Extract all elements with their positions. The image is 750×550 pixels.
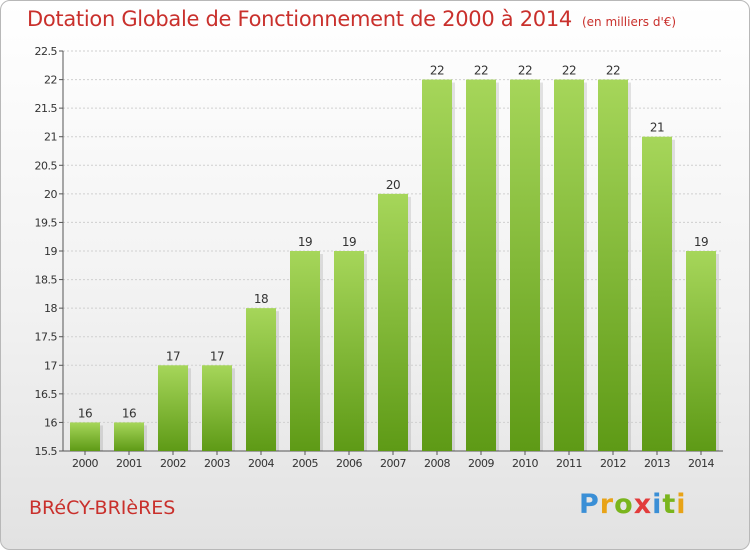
y-tick-label: 19 bbox=[44, 245, 57, 258]
data-label-2000: 16 bbox=[78, 406, 92, 420]
data-label-2008: 22 bbox=[430, 64, 444, 78]
bars bbox=[70, 79, 719, 452]
logo-letter: i bbox=[676, 489, 687, 520]
bar-2007 bbox=[378, 193, 408, 451]
x-tick-label-2012: 2012 bbox=[600, 457, 626, 470]
bar-2000 bbox=[70, 422, 100, 451]
proxiti-logo[interactable]: Proxiti bbox=[579, 489, 687, 520]
data-label-2013: 21 bbox=[650, 121, 664, 135]
y-tick-label: 21.5 bbox=[35, 102, 58, 115]
bar-2001 bbox=[114, 422, 144, 451]
bar-2010 bbox=[510, 79, 540, 452]
x-tick-label-2008: 2008 bbox=[424, 457, 450, 470]
x-tick-label-2004: 2004 bbox=[248, 457, 274, 470]
x-tick-label-2009: 2009 bbox=[468, 457, 494, 470]
chart-title-text: Dotation Globale de Fonctionnement de 20… bbox=[27, 7, 572, 31]
y-tick-label: 17.5 bbox=[35, 331, 58, 344]
logo-letter: i bbox=[652, 489, 663, 520]
x-tick-label-2014: 2014 bbox=[688, 457, 714, 470]
logo-letter: P bbox=[579, 489, 600, 520]
x-tick-label-2011: 2011 bbox=[556, 457, 582, 470]
bar-2003 bbox=[202, 365, 232, 451]
bar-2005 bbox=[290, 251, 320, 451]
logo-letter: x bbox=[633, 489, 653, 520]
x-tick-label-2003: 2003 bbox=[204, 457, 230, 470]
data-label-2005: 19 bbox=[298, 235, 312, 249]
logo-letter: t bbox=[662, 489, 677, 520]
data-label-2011: 22 bbox=[562, 64, 576, 78]
x-tick-label-2001: 2001 bbox=[116, 457, 142, 470]
x-tick-label-2000: 2000 bbox=[72, 457, 98, 470]
x-tick-label-2010: 2010 bbox=[512, 457, 538, 470]
bar-2013 bbox=[642, 136, 672, 451]
data-label-2002: 17 bbox=[166, 349, 180, 363]
x-tick-label-2007: 2007 bbox=[380, 457, 406, 470]
data-label-2009: 22 bbox=[474, 64, 488, 78]
logo-letter: o bbox=[614, 489, 634, 520]
y-tick-label: 18 bbox=[44, 302, 57, 315]
bar-2008 bbox=[422, 79, 452, 452]
y-tick-label: 19.5 bbox=[35, 216, 58, 229]
y-tick-label: 21 bbox=[44, 131, 57, 144]
chart-subtitle: (en milliers d'€) bbox=[581, 15, 677, 29]
y-tick-label: 17 bbox=[44, 359, 57, 372]
x-tick-label-2005: 2005 bbox=[292, 457, 318, 470]
data-label-2003: 17 bbox=[210, 349, 224, 363]
bar-2004 bbox=[246, 308, 276, 451]
x-tick-label-2013: 2013 bbox=[644, 457, 670, 470]
bar-2011 bbox=[554, 79, 584, 452]
bar-2014 bbox=[686, 251, 716, 451]
y-tick-label: 15.5 bbox=[35, 445, 58, 458]
data-label-2014: 19 bbox=[694, 235, 708, 249]
data-label-2004: 18 bbox=[254, 292, 268, 306]
commune-name: BRéCY-BRIèRES bbox=[29, 497, 176, 519]
data-label-2006: 19 bbox=[342, 235, 356, 249]
y-tick-label: 16.5 bbox=[35, 388, 58, 401]
data-label-2012: 22 bbox=[606, 64, 620, 78]
x-tick-label-2006: 2006 bbox=[336, 457, 362, 470]
x-tick-label-2002: 2002 bbox=[160, 457, 186, 470]
bar-2002 bbox=[158, 365, 188, 451]
y-tick-label: 18.5 bbox=[35, 274, 58, 287]
bar-2006 bbox=[334, 251, 364, 451]
y-tick-label: 20.5 bbox=[35, 159, 58, 172]
data-label-2007: 20 bbox=[386, 178, 400, 192]
bar-2012 bbox=[598, 79, 628, 452]
chart-title: Dotation Globale de Fonctionnement de 20… bbox=[27, 7, 676, 31]
data-label-2001: 16 bbox=[122, 406, 136, 420]
y-tick-label: 22.5 bbox=[35, 45, 58, 58]
logo-letter: r bbox=[599, 489, 615, 520]
y-tick-label: 16 bbox=[44, 416, 57, 429]
bar-2009 bbox=[466, 79, 496, 452]
data-label-2010: 22 bbox=[518, 64, 532, 78]
labels: 15.5 16 16.5 17 17.5 18 18.5 19 19.5 20 20.5 21 21.5… bbox=[35, 45, 715, 470]
y-tick-label: 22 bbox=[44, 74, 57, 87]
y-tick-label: 20 bbox=[44, 188, 57, 201]
